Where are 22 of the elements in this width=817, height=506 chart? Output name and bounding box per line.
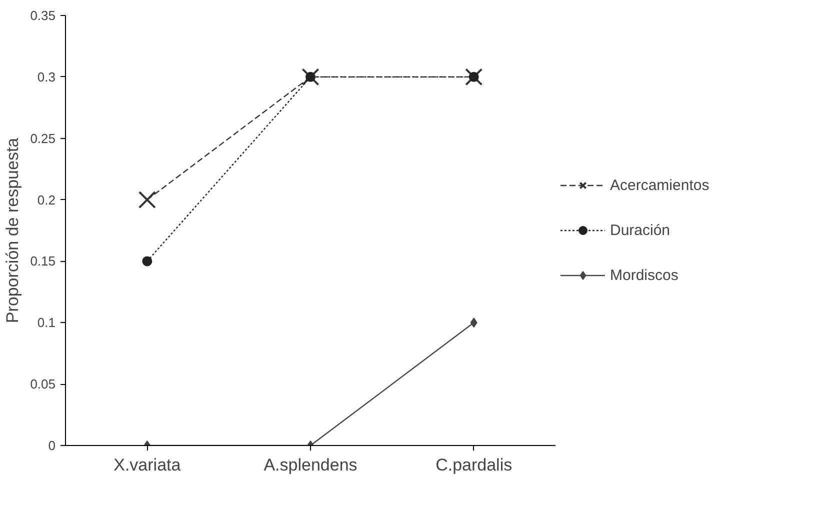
y-tick-label: 0.1 xyxy=(37,315,56,330)
y-tick-label: 0.15 xyxy=(30,254,56,269)
x-tick-label: X.variata xyxy=(114,456,182,474)
legend-label: Acercamientos xyxy=(610,176,710,194)
point xyxy=(470,318,478,328)
point xyxy=(465,68,483,86)
x-tick-label: A.splendens xyxy=(264,456,358,474)
point xyxy=(142,256,152,266)
legend-label: Mordiscos xyxy=(610,266,678,284)
y-tick-label: 0.25 xyxy=(30,130,56,146)
point xyxy=(302,68,320,86)
legend-label: Duración xyxy=(610,222,670,238)
y-axis-title: Proporción de respuesta xyxy=(3,137,22,324)
y-tick-label: 0.3 xyxy=(37,69,56,84)
y-tick-label: 0.35 xyxy=(30,8,56,23)
point xyxy=(138,191,156,209)
y-tick-label: 0.05 xyxy=(30,376,56,392)
y-tick-label: 0.2 xyxy=(37,192,56,208)
point xyxy=(306,72,316,82)
point xyxy=(468,72,479,82)
y-tick-label: 0 xyxy=(48,438,56,453)
x-tick-label: C.pardalis xyxy=(436,456,512,474)
